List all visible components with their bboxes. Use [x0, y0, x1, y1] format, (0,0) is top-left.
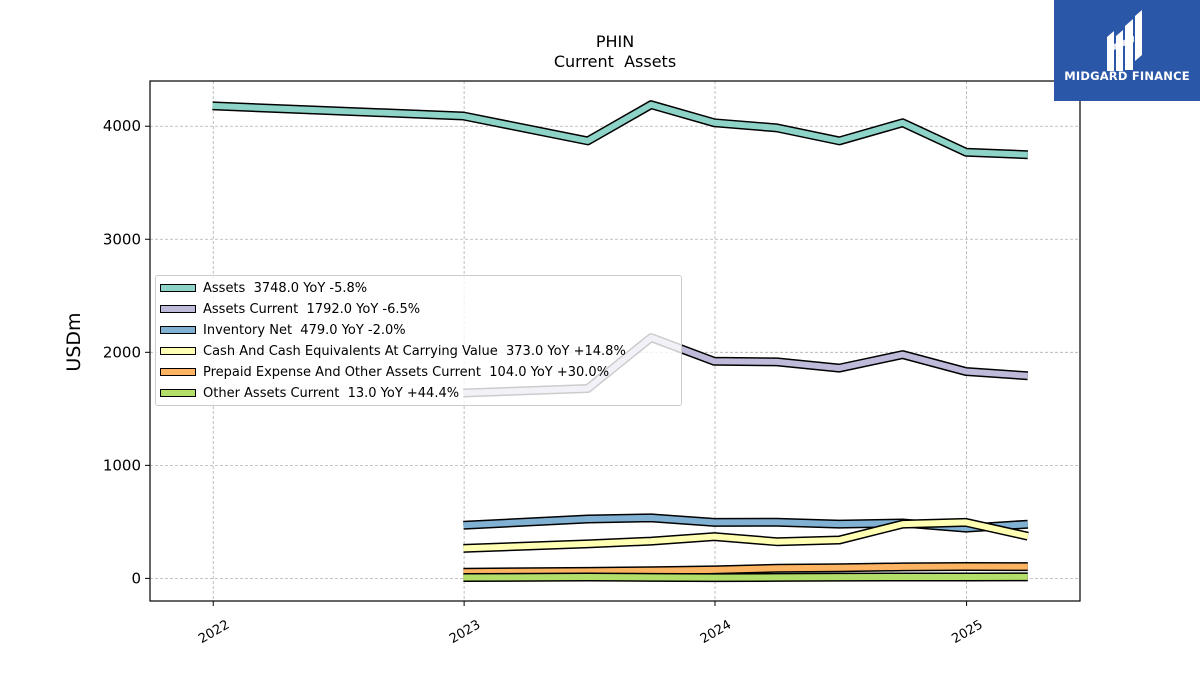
y-tick-label: 2000 [103, 343, 141, 361]
logo-mark-icon [1107, 10, 1142, 71]
chart-subtitle: Current Assets [554, 52, 676, 71]
legend-item-assets-current: Assets Current 1792.0 YoY -6.5% [160, 299, 420, 319]
legend-swatch-assets [160, 284, 196, 292]
legend-item-cash: Cash And Cash Equivalents At Carrying Va… [160, 341, 626, 361]
y-tick-label: 3000 [103, 230, 141, 248]
series-layer [212, 100, 1029, 583]
chart-title: PHIN [596, 32, 634, 51]
legend-item-assets: Assets 3748.0 YoY -5.8% [160, 278, 367, 298]
legend-item-prepaid: Prepaid Expense And Other Assets Current… [160, 362, 609, 382]
logo-text: MIDGARD FINANCE [1064, 69, 1190, 83]
series-line-5 [463, 573, 1028, 581]
legend-label-other-assets: Other Assets Current 13.0 YoY +44.4% [203, 385, 460, 401]
legend-swatch-inventory-net [160, 326, 196, 334]
legend-item-other-assets: Other Assets Current 13.0 YoY +44.4% [160, 383, 459, 403]
legend-item-inventory-net: Inventory Net 479.0 YoY -2.0% [160, 320, 406, 340]
y-tick-label: 0 [131, 569, 141, 587]
legend-swatch-assets-current [160, 305, 196, 313]
series-line-4 [463, 563, 1028, 576]
series-line-3 [463, 519, 1029, 552]
y-axis-label: USDm [63, 312, 85, 371]
midgard-finance-logo: MIDGARD FINANCE [1054, 0, 1200, 101]
y-tick-label: 4000 [103, 117, 141, 135]
legend-label-cash: Cash And Cash Equivalents At Carrying Va… [203, 343, 626, 359]
legend-label-inventory-net: Inventory Net 479.0 YoY -2.0% [203, 322, 406, 338]
legend-swatch-other-assets [160, 389, 196, 397]
plot-frame [149, 80, 1081, 602]
legend-swatch-prepaid [160, 368, 196, 376]
legend-label-assets-current: Assets Current 1792.0 YoY -6.5% [203, 301, 421, 317]
legend-swatch-cash [160, 347, 196, 355]
legend-label-prepaid: Prepaid Expense And Other Assets Current… [203, 364, 610, 380]
legend-label-assets: Assets 3748.0 YoY -5.8% [203, 280, 368, 296]
x-tick-label: 2023 [447, 617, 483, 647]
x-tick-label: 2022 [196, 617, 232, 647]
x-tick-label: 2025 [949, 617, 985, 647]
series-line-0 [212, 101, 1028, 158]
y-tick-label: 1000 [103, 456, 141, 474]
x-tick-label: 2024 [698, 617, 734, 647]
legend: Assets 3748.0 YoY -5.8% Assets Current 1… [155, 275, 682, 406]
